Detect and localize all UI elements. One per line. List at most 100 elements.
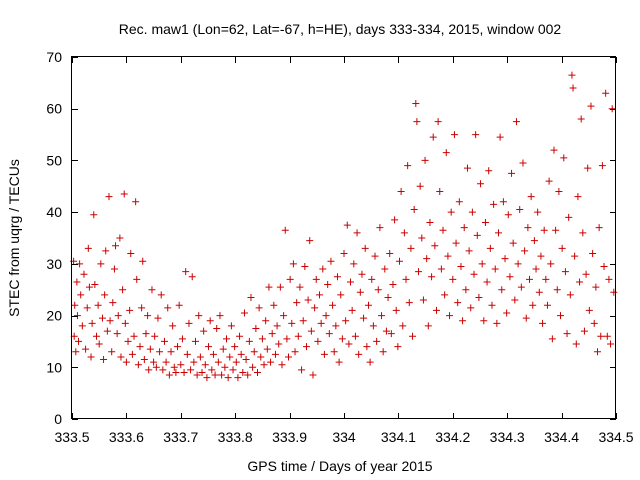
data-point (291, 348, 299, 356)
data-point (312, 275, 320, 283)
data-point (333, 273, 341, 281)
data-point (252, 325, 260, 332)
data-point (423, 255, 431, 263)
data-point (558, 244, 566, 252)
data-point (85, 283, 93, 291)
data-point (78, 322, 86, 330)
data-point (247, 293, 255, 301)
data-point (491, 265, 499, 273)
x-axis-label: GPS time / Days of year 2015 (247, 458, 432, 474)
data-point (144, 312, 152, 320)
data-point (364, 301, 372, 309)
data-point (467, 304, 475, 312)
data-point (157, 291, 165, 299)
data-point (101, 291, 109, 299)
data-point (602, 89, 610, 97)
data-point (608, 105, 616, 113)
data-point (164, 304, 172, 312)
data-point (369, 322, 377, 330)
data-point (434, 118, 442, 126)
y-tick-label: 20 (46, 308, 62, 324)
data-point (244, 371, 252, 379)
data-point (148, 286, 156, 294)
data-point (416, 182, 424, 190)
data-point (600, 262, 608, 270)
data-point (439, 226, 447, 234)
data-point (509, 239, 517, 247)
data-point (340, 250, 348, 258)
data-point (280, 312, 288, 320)
data-point (283, 335, 291, 343)
data-point (363, 343, 371, 351)
data-point (275, 340, 283, 348)
data-point (325, 330, 333, 338)
data-point (221, 363, 229, 371)
data-point (465, 247, 473, 255)
data-point (218, 371, 226, 379)
x-tick-label: 334.1 (381, 429, 416, 445)
data-point (407, 244, 415, 252)
data-point (156, 348, 164, 356)
data-point (494, 229, 502, 237)
data-point (432, 306, 440, 314)
data-point (537, 252, 545, 260)
data-point (490, 200, 498, 208)
data-point (213, 325, 221, 332)
data-point (154, 314, 162, 322)
data-point (553, 286, 561, 294)
data-point (444, 252, 452, 260)
x-tick-label: 334.2 (435, 429, 470, 445)
data-point (329, 301, 337, 309)
data-point (231, 343, 239, 351)
data-point (289, 260, 297, 268)
data-point (511, 296, 519, 304)
data-point (378, 312, 386, 320)
data-point (236, 332, 244, 340)
data-point (91, 281, 99, 289)
data-point (102, 247, 110, 255)
data-point (547, 260, 555, 268)
data-point (122, 358, 130, 366)
data-point (258, 335, 266, 343)
data-point (301, 262, 309, 270)
data-point (557, 312, 565, 320)
data-point (322, 312, 330, 320)
data-point (527, 193, 535, 201)
data-point (577, 115, 585, 123)
data-point (605, 275, 613, 283)
data-point (480, 317, 488, 325)
data-point (350, 260, 358, 268)
data-point (503, 309, 511, 317)
data-point (146, 345, 154, 353)
data-point (142, 330, 150, 338)
data-point (270, 301, 278, 309)
data-point (386, 250, 394, 258)
data-point (257, 353, 265, 361)
data-point (108, 348, 116, 356)
data-point (355, 350, 363, 358)
data-point (499, 198, 507, 206)
data-point (262, 317, 270, 325)
data-point (512, 118, 520, 126)
data-point (316, 291, 324, 299)
y-axis-label: STEC from uqrg / TECUs (6, 159, 22, 317)
data-point (177, 361, 185, 369)
data-point (265, 283, 273, 291)
data-point (167, 348, 175, 356)
data-point (332, 322, 340, 330)
data-point (211, 371, 219, 379)
data-point (271, 350, 279, 358)
data-point (227, 322, 235, 330)
data-point (71, 301, 79, 309)
data-point (294, 332, 302, 340)
data-point (561, 268, 569, 276)
data-point (356, 288, 364, 296)
data-point (311, 304, 319, 312)
data-point (473, 231, 481, 239)
data-point (119, 286, 127, 294)
data-point (73, 278, 81, 286)
data-point (319, 265, 327, 273)
data-point (529, 301, 537, 309)
data-point (324, 281, 332, 289)
data-point (585, 306, 593, 314)
